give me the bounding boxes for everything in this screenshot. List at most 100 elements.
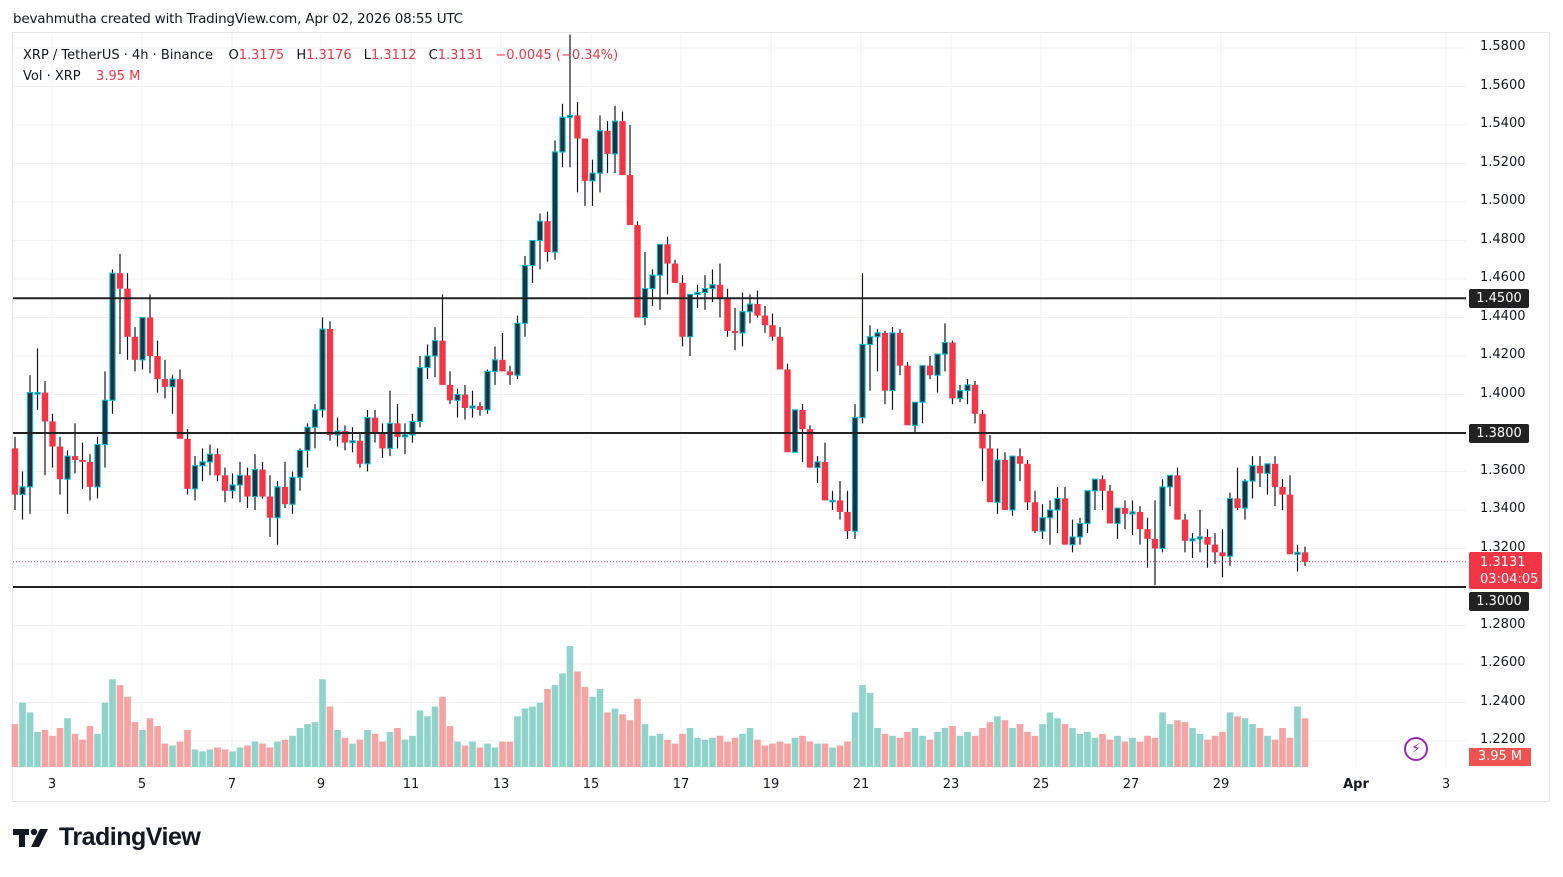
candle-up (491, 359, 499, 372)
candle-up (319, 328, 326, 411)
volume-bar (986, 722, 994, 767)
time-tick-label: 11 (402, 777, 420, 792)
volume-bar (86, 726, 94, 767)
volume-bar (1264, 735, 1271, 767)
candle-down (979, 413, 986, 449)
candle-up (1076, 522, 1084, 538)
volume-bar (56, 728, 64, 767)
volume-bar (1271, 739, 1279, 767)
candle-up (1069, 536, 1076, 546)
volume-bar (251, 741, 259, 767)
volume-bar (859, 685, 866, 767)
volume-bar (116, 685, 124, 767)
volume-bar (701, 739, 709, 767)
volume-bar (1084, 731, 1091, 767)
volume-bar (581, 687, 589, 767)
candle-up (289, 476, 296, 505)
legend-open-value: 1.3175 (238, 48, 285, 63)
candle-down (221, 475, 229, 491)
volume-bar (971, 735, 979, 767)
volume-bar (889, 735, 896, 767)
candle-up (101, 399, 109, 446)
candle-down (1256, 465, 1264, 474)
bar-countdown: 03:04:05 (1480, 572, 1539, 587)
volume-bar (799, 735, 806, 767)
volume-bar (596, 689, 604, 767)
candle-up (1226, 497, 1234, 557)
volume-bar (229, 751, 236, 767)
candle-down (844, 511, 851, 532)
volume-bar (1031, 735, 1039, 767)
candle-down (371, 417, 379, 433)
candle-down (326, 329, 334, 435)
candle-down (619, 121, 626, 176)
candle-down (1174, 475, 1181, 520)
candle-down (1151, 538, 1159, 549)
volume-bar (1001, 720, 1009, 767)
volume-bar (1039, 724, 1046, 767)
candle-up (296, 449, 304, 478)
legend-low-value: 1.3112 (371, 48, 417, 63)
volume-bar (34, 731, 41, 767)
price-tick-label: 1.5600 (1480, 77, 1526, 93)
candle-down (1031, 502, 1039, 532)
volume-bar (1091, 737, 1099, 767)
legend-symbol[interactable]: XRP / TetherUS · 4h · Binance (23, 48, 214, 63)
time-tick-label: 19 (762, 777, 780, 792)
volume-bar (791, 737, 799, 767)
candle-up (656, 243, 664, 276)
candle-down (761, 315, 769, 326)
candle-down (769, 325, 776, 337)
candle-up (934, 353, 941, 376)
time-tick-label: 13 (492, 777, 510, 792)
volume-bar (1061, 724, 1069, 767)
candle-up (791, 409, 799, 453)
candle-up (559, 116, 566, 153)
volume-bar (514, 716, 521, 767)
legend-volume-label[interactable]: Vol · XRP (23, 69, 81, 84)
candle-up (739, 311, 746, 334)
volume-bar (326, 706, 334, 767)
candle-down (1099, 479, 1106, 491)
candle-down (214, 454, 221, 476)
candle-up (851, 417, 859, 532)
candle-up (1091, 478, 1099, 492)
candle-down (1121, 508, 1129, 514)
candle-down (176, 379, 184, 439)
candle-down (71, 456, 79, 460)
candle-down (356, 440, 364, 464)
candle-up (19, 486, 26, 496)
volume-bar (649, 735, 656, 767)
volume-bar (626, 720, 634, 767)
candle-up (416, 366, 424, 422)
legend-price-row: XRP / TetherUS · 4h · Binance O1.3175 H1… (23, 45, 626, 66)
volume-bar (259, 743, 266, 767)
chart-frame (12, 32, 1550, 802)
volume-bar (266, 747, 274, 767)
volume-bar (289, 735, 296, 767)
lightning-icon[interactable]: ⚡︎ (1404, 737, 1428, 761)
candle-up (199, 461, 206, 467)
volume-bar (1151, 737, 1159, 767)
time-tick-label: 3 (47, 777, 57, 792)
candle-up (169, 378, 176, 388)
candle-down (1279, 486, 1286, 495)
candle-down (836, 500, 844, 512)
volume-bar (679, 733, 686, 767)
volume-bar (499, 741, 506, 767)
volume-bar (544, 689, 551, 767)
volume-bar (371, 733, 379, 767)
price-tick-label: 1.4600 (1480, 270, 1526, 285)
candle-up (814, 461, 821, 469)
candle-down (439, 340, 446, 385)
candle-down (11, 448, 19, 495)
price-tick-label: 1.2800 (1480, 616, 1526, 632)
volume-bar (686, 728, 694, 767)
candle-down (949, 342, 956, 399)
candle-down (379, 433, 386, 449)
candle-down (971, 384, 979, 414)
candle-down (754, 304, 761, 316)
volume-bar (334, 729, 341, 767)
volume-bar (221, 749, 229, 767)
